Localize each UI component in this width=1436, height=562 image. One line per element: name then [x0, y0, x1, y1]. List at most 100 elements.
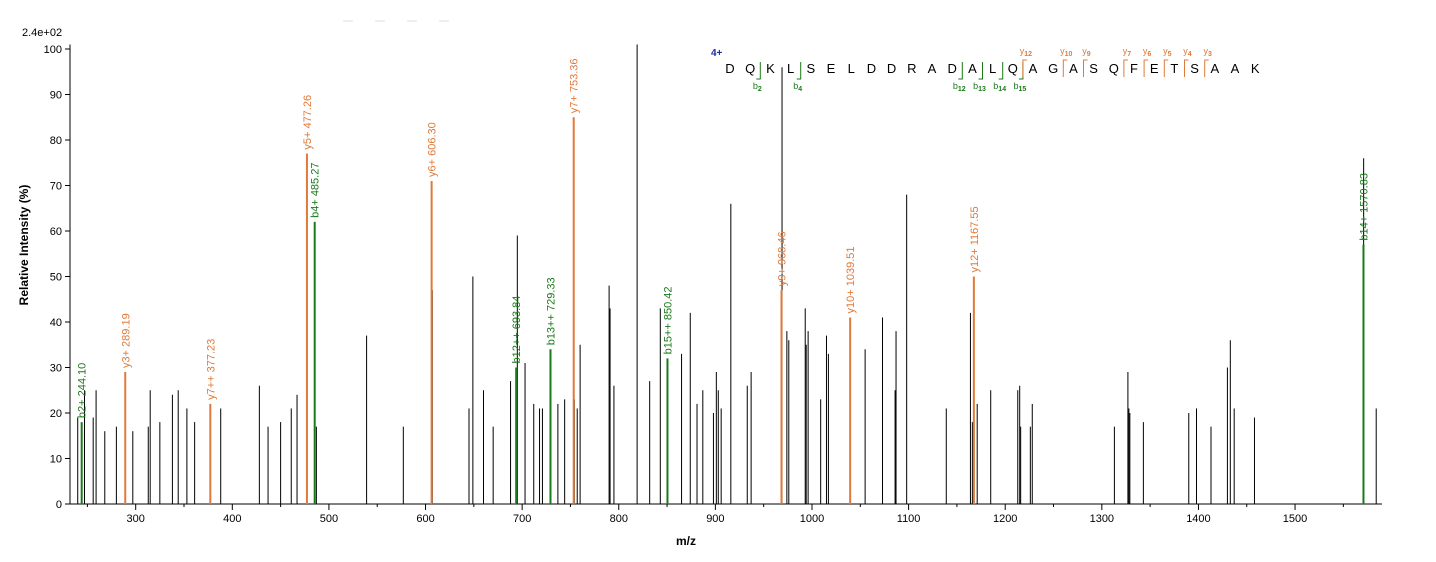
y-tick-label: 90 — [50, 90, 62, 102]
y-ion-label: y9+ 968.46 — [777, 231, 789, 286]
b-ion-mark-sub: 2 — [758, 86, 762, 93]
y-ion-mark-sub: 4 — [1188, 51, 1192, 58]
sequence-residue: D — [887, 61, 896, 76]
peaks — [77, 44, 1377, 504]
x-tick-label: 300 — [127, 513, 145, 525]
sequence-residue: K — [1251, 61, 1260, 76]
b-ion-mark — [796, 62, 802, 80]
y-ion-mark-sub: 7 — [1127, 51, 1131, 58]
y-tick-label: 10 — [50, 454, 62, 466]
sequence-residue: K — [766, 61, 775, 76]
y-ion-mark — [1163, 59, 1169, 77]
sequence-residue: A — [1210, 61, 1219, 76]
y-ion-label: y7++ 377.23 — [205, 339, 217, 400]
x-tick-label: 1400 — [1186, 513, 1210, 525]
y-ion-mark-sub: 9 — [1087, 51, 1091, 58]
sequence-residue: D — [867, 61, 876, 76]
sequence-residue: A — [1069, 61, 1078, 76]
axis-ticks: 0 10 20 30 40 50 60 70 80 90 100 300 400 500 600 700 800… — [44, 44, 1344, 525]
axes — [69, 44, 1382, 505]
b-ion-mark-label: b12 — [953, 81, 966, 93]
b-ion-mark-label: b15 — [1013, 81, 1026, 93]
b-ion-mark-sub: 12 — [958, 86, 966, 93]
y-ion-mark-label: y6 — [1143, 46, 1152, 58]
sequence-residue: G — [1048, 61, 1058, 76]
y-ion-mark-label: y5 — [1163, 46, 1172, 58]
b-ion-mark-label: b14 — [993, 81, 1006, 93]
sequence-residue: L — [787, 61, 794, 76]
peak-labels: b2+ 244.10 b4+ 485.27 b12++ 693.84 b13++ 72… — [77, 59, 1371, 419]
b-ion-mark — [978, 62, 983, 80]
y-ion-mark-sub: 5 — [1168, 51, 1172, 58]
b-ion-mark — [958, 62, 963, 80]
y-tick-label: 0 — [56, 499, 62, 511]
x-tick-label: 400 — [223, 513, 241, 525]
b-ion-label: b14+ 1570.83 — [1358, 173, 1370, 241]
sequence-residue: S — [1089, 61, 1098, 76]
x-tick-label: 900 — [706, 513, 724, 525]
b-ion-label: b4+ 485.27 — [310, 163, 322, 218]
x-tick-label: 1500 — [1283, 513, 1307, 525]
sequence-residue: F — [1130, 61, 1138, 76]
y-ion-label: y6+ 606.30 — [427, 122, 439, 177]
sequence-residue: R — [907, 61, 916, 76]
y-axis-title: Relative Intensity (%) — [17, 185, 31, 306]
y-ion-mark-label: y12 — [1020, 46, 1032, 58]
sequence-residue: A — [1029, 61, 1038, 76]
x-axis-title: m/z — [676, 534, 696, 548]
b-ion-mark-sub: 4 — [798, 86, 802, 93]
y-ion-mark — [1143, 59, 1149, 77]
y-ion-mark-label: y7 — [1123, 46, 1132, 58]
x-tick-label: 1100 — [897, 513, 921, 525]
y-ion-mark-sub: 6 — [1147, 51, 1151, 58]
y-tick-label: 20 — [50, 408, 62, 420]
y-tick-label: 100 — [44, 44, 62, 56]
y-tick-label: 60 — [50, 226, 62, 238]
b-ion-label: b13++ 729.33 — [545, 277, 557, 345]
b-ion-mark-sub: 15 — [1019, 86, 1027, 93]
sequence-residue: D — [948, 61, 957, 76]
y-ion-mark-label: y9 — [1082, 46, 1091, 58]
b-ion-label: b15++ 850.42 — [662, 286, 674, 354]
charge-state-label: 4+ — [711, 48, 723, 59]
sequence-residue: A — [928, 61, 937, 76]
b-ion-mark-sub: 14 — [998, 86, 1006, 93]
y-ion-mark — [1062, 59, 1068, 77]
y-ion-mark-label: y4 — [1183, 46, 1192, 58]
y-ion-mark — [1022, 59, 1027, 77]
y-ion-label: y5+ 477.26 — [302, 95, 314, 150]
y-tick-label: 50 — [50, 272, 62, 284]
sequence-residue: S — [806, 61, 815, 76]
b-ion-label: b2+ 244.10 — [77, 363, 89, 418]
sequence-residue: E — [1150, 61, 1159, 76]
x-tick-label: 600 — [416, 513, 434, 525]
x-tick-label: 1300 — [1090, 513, 1114, 525]
sequence-residue: Q — [745, 61, 755, 76]
y-ion-mark — [1204, 59, 1209, 77]
sequence-residue: T — [1170, 61, 1178, 76]
y-tick-label: 40 — [50, 317, 62, 329]
y-ion-mark-label: y3 — [1203, 46, 1212, 58]
x-tick-label: 700 — [513, 513, 531, 525]
y-ion-mark-label: y10 — [1060, 46, 1072, 58]
y-ion-label: y12+ 1167.55 — [969, 206, 981, 272]
sequence-residue: L — [848, 61, 855, 76]
b-ion-mark-label: b13 — [973, 81, 986, 93]
sequence-residue: S — [1190, 61, 1199, 76]
sequence-residue: D — [725, 61, 734, 76]
b-ion-mark-label: b2 — [753, 81, 762, 93]
b-ion-mark — [1018, 62, 1024, 80]
y-tick-label: 80 — [50, 135, 62, 147]
max-intensity-label: 2.4e+02 — [22, 27, 62, 39]
b-ion-mark — [756, 62, 761, 80]
b-ion-label: b12++ 693.84 — [511, 296, 523, 364]
b-ion-mark — [998, 62, 1004, 80]
y-ion-mark-sub: 12 — [1024, 51, 1032, 58]
y-ion-mark — [1184, 59, 1189, 77]
y-ion-label: y7+ 753.36 — [569, 59, 581, 114]
b-ion-mark-sub: 13 — [978, 86, 986, 93]
x-tick-label: 500 — [320, 513, 338, 525]
x-tick-label: 1000 — [800, 513, 824, 525]
y-ion-mark-sub: 3 — [1208, 51, 1212, 58]
b-ion-mark-label: b4 — [793, 81, 802, 93]
